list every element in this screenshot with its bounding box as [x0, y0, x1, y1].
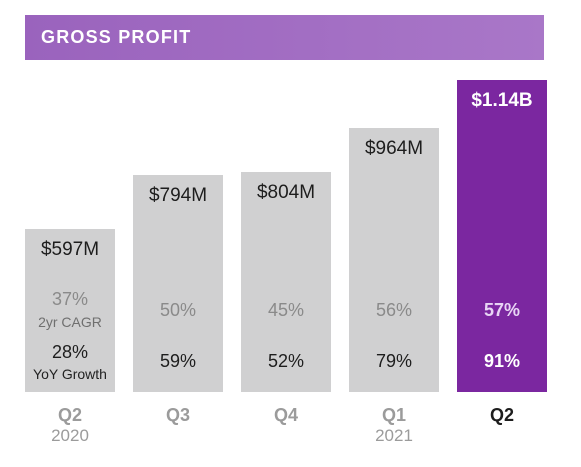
x-year-label: 2021 — [375, 426, 413, 445]
x-tick-label: Q3 — [165, 405, 190, 425]
yoy-value: 52% — [267, 351, 305, 371]
bar-q2-4: $1.14B 57% 91% — [457, 80, 547, 392]
chart-header: GROSS PROFIT — [25, 15, 544, 60]
cagr-value: 37% — [51, 289, 89, 309]
bar-value-label: $794M — [148, 185, 208, 206]
yoy-row-label: YoY Growth — [33, 366, 107, 382]
x-tick-label: Q2 — [57, 405, 82, 425]
yoy-value: 28% — [51, 342, 89, 362]
cagr-value: 50% — [159, 300, 197, 320]
bar-q3-1: $794M 50% 59% — [133, 175, 223, 392]
cagr-value: 57% — [483, 300, 521, 320]
bar-value-label: $1.14B — [471, 90, 533, 111]
chart-title: GROSS PROFIT — [41, 27, 192, 47]
x-tick-label: Q1 — [381, 405, 406, 425]
cagr-value: 56% — [375, 300, 413, 320]
bar-value-label: $964M — [364, 138, 424, 159]
yoy-value: 91% — [483, 351, 521, 371]
yoy-value: 59% — [159, 351, 197, 371]
x-tick-label: Q2 — [489, 405, 514, 425]
cagr-row-label: 2yr CAGR — [38, 314, 102, 330]
bar-value-label: $597M — [40, 239, 100, 260]
yoy-value: 79% — [375, 351, 413, 371]
cagr-value: 45% — [267, 300, 305, 320]
bar-value-label: $804M — [256, 182, 316, 203]
bar-q2-2020-0: $597M 37% 2yr CAGR 28% YoY Growth — [25, 229, 115, 392]
x-year-label: 2020 — [51, 426, 89, 445]
bar-q4-2: $804M 45% 52% — [241, 172, 331, 392]
x-tick-label: Q4 — [273, 405, 298, 425]
bar-q1-2021-3: $964M 56% 79% — [349, 128, 439, 392]
